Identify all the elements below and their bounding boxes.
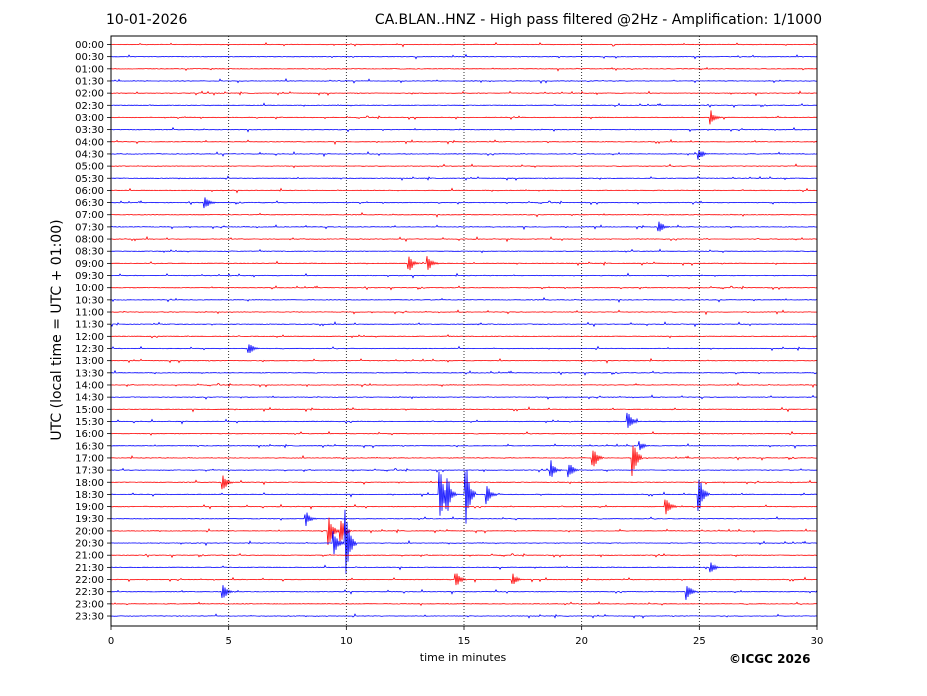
trace-2000 bbox=[111, 517, 817, 546]
trace-1630 bbox=[111, 441, 817, 451]
trace-0030 bbox=[111, 53, 817, 60]
copyright-notice: ©ICGC 2026 bbox=[729, 652, 811, 666]
trace-0700 bbox=[111, 211, 817, 218]
y-tick-label: 08:30 bbox=[75, 247, 104, 258]
x-tick-label: 25 bbox=[693, 636, 706, 647]
x-tick-label: 15 bbox=[458, 636, 471, 647]
y-tick-label: 10:30 bbox=[75, 295, 104, 306]
trace-0100 bbox=[111, 67, 817, 72]
y-tick-label: 17:00 bbox=[75, 453, 104, 464]
y-tick-label: 23:30 bbox=[75, 612, 104, 623]
y-tick-label: 11:00 bbox=[75, 308, 104, 319]
x-tick-label: 5 bbox=[225, 636, 231, 647]
y-tick-label: 19:00 bbox=[75, 502, 104, 513]
y-tick-label: 14:30 bbox=[75, 393, 104, 404]
y-tick-label: 12:00 bbox=[75, 332, 104, 343]
y-tick-label: 16:00 bbox=[75, 429, 104, 440]
y-tick-label: 01:30 bbox=[75, 76, 104, 87]
y-tick-label: 13:30 bbox=[75, 368, 104, 379]
y-tick-label: 06:00 bbox=[75, 186, 104, 197]
trace-0430 bbox=[111, 150, 817, 160]
y-tick-label: 21:00 bbox=[75, 551, 104, 562]
y-tick-label: 23:00 bbox=[75, 599, 104, 610]
trace-0830 bbox=[111, 248, 817, 254]
y-tick-label: 15:30 bbox=[75, 417, 104, 428]
trace-1930 bbox=[111, 512, 817, 527]
plot-date: 10-01-2026 bbox=[106, 12, 188, 28]
y-tick-label: 17:30 bbox=[75, 466, 104, 477]
y-tick-label: 22:30 bbox=[75, 587, 104, 598]
y-tick-label: 20:30 bbox=[75, 539, 104, 550]
y-tick-label: 02:30 bbox=[75, 101, 104, 112]
y-tick-label: 22:00 bbox=[75, 575, 104, 586]
y-tick-label: 00:30 bbox=[75, 52, 104, 63]
trace-0900 bbox=[111, 256, 817, 271]
trace-1900 bbox=[111, 499, 817, 515]
trace-1430 bbox=[111, 394, 817, 400]
x-tick-label: 30 bbox=[811, 636, 824, 647]
y-tick-label: 06:30 bbox=[75, 198, 104, 209]
trace-0600 bbox=[111, 187, 817, 194]
trace-0930 bbox=[111, 272, 817, 279]
y-tick-label: 05:30 bbox=[75, 174, 104, 185]
y-tick-label: 07:30 bbox=[75, 222, 104, 233]
y-tick-label: 03:00 bbox=[75, 113, 104, 124]
x-tick-label: 0 bbox=[108, 636, 114, 647]
y-tick-label: 02:00 bbox=[75, 89, 104, 100]
y-axis-label: UTC (local time = UTC + 01:00) bbox=[49, 219, 65, 441]
y-tick-label: 14:00 bbox=[75, 380, 104, 391]
y-tick-label: 09:30 bbox=[75, 271, 104, 282]
trace-0800 bbox=[111, 236, 817, 243]
trace-1830 bbox=[111, 470, 817, 524]
y-tick-label: 20:00 bbox=[75, 526, 104, 537]
trace-1600 bbox=[111, 430, 817, 436]
y-tick-label: 00:00 bbox=[75, 40, 104, 51]
x-axis-label: time in minutes bbox=[419, 651, 507, 664]
y-tick-label: 19:30 bbox=[75, 514, 104, 525]
trace-1730 bbox=[111, 460, 817, 478]
y-tick-label: 04:30 bbox=[75, 149, 104, 160]
y-tick-label: 11:30 bbox=[75, 320, 104, 331]
trace-0730 bbox=[111, 221, 817, 232]
y-tick-label: 04:00 bbox=[75, 137, 104, 148]
trace-0000 bbox=[111, 41, 817, 48]
y-tick-label: 15:00 bbox=[75, 405, 104, 416]
plot-title: CA.BLAN..HNZ - High pass filtered @2Hz -… bbox=[374, 12, 822, 28]
trace-1030 bbox=[111, 297, 817, 303]
trace-0630 bbox=[111, 197, 817, 209]
y-tick-label: 05:00 bbox=[75, 162, 104, 173]
trace-1500 bbox=[111, 406, 817, 413]
trace-0500 bbox=[111, 163, 817, 169]
y-tick-label: 08:00 bbox=[75, 235, 104, 246]
y-tick-label: 12:30 bbox=[75, 344, 104, 355]
y-tick-label: 10:00 bbox=[75, 283, 104, 294]
y-tick-label: 16:30 bbox=[75, 441, 104, 452]
x-tick-label: 10 bbox=[340, 636, 353, 647]
trace-0530 bbox=[111, 175, 817, 181]
y-tick-label: 09:00 bbox=[75, 259, 104, 270]
trace-1530 bbox=[111, 412, 817, 428]
y-tick-label: 03:30 bbox=[75, 125, 104, 136]
y-tick-label: 01:00 bbox=[75, 64, 104, 75]
x-tick-label: 20 bbox=[575, 636, 588, 647]
y-tick-label: 18:30 bbox=[75, 490, 104, 501]
trace-1700 bbox=[111, 445, 817, 477]
y-tick-label: 07:00 bbox=[75, 210, 104, 221]
trace-1000 bbox=[111, 285, 817, 291]
y-tick-label: 18:00 bbox=[75, 478, 104, 489]
y-tick-label: 13:00 bbox=[75, 356, 104, 367]
y-tick-label: 21:30 bbox=[75, 563, 104, 574]
